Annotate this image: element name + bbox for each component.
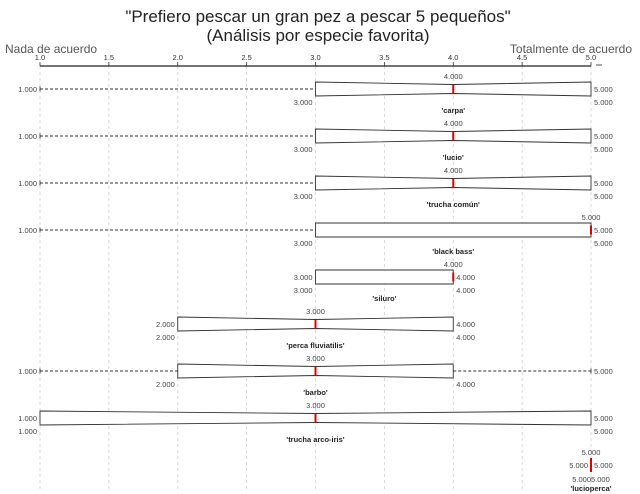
max-label: 4.000 (456, 273, 475, 282)
q3-label: 5.000 (594, 145, 613, 154)
min-label: 3.000 (294, 273, 313, 282)
box-row: 1.000 5.000 3.000 2.000 4.000 'barbo' (18, 354, 613, 397)
median-label: 5.000 (582, 213, 601, 222)
category-label: 'carpa' (441, 106, 465, 115)
axis-left-label: Nada de acuerdo (5, 42, 97, 56)
chart-title: "Prefiero pescar un gran pez a pescar 5 … (125, 7, 510, 26)
x-tick-label: 3.5 (379, 53, 389, 62)
category-label: 'siluro' (372, 294, 396, 303)
box-rows: 1.000 5.000 4.000 3.000 5.000 'carpa' 1.000 5.0… (18, 72, 613, 493)
q1-label: 3.000 (294, 98, 313, 107)
axis-right-label: Totalmente de acuerdo (510, 42, 632, 56)
min-label: 1.000 (18, 132, 37, 141)
box-row: 1.000 5.000 5.000 3.000 5.000 'black bass' (18, 213, 613, 256)
category-label: 'black bass' (432, 247, 474, 256)
q3-label: 5.000 (594, 98, 613, 107)
median-label: 4.000 (444, 260, 463, 269)
q3-label: 5.000 (594, 192, 613, 201)
q1-label: 2.000 (156, 380, 175, 389)
median-label: 3.000 (306, 401, 325, 410)
max-label: 5.000 (594, 414, 613, 423)
box-row: 1.000 5.000 4.000 3.000 5.000 'trucha común' (18, 166, 613, 209)
median-label: 4.000 (444, 166, 463, 175)
box (315, 222, 592, 238)
q3-label: 4.000 (456, 380, 475, 389)
min-label: 1.000 (18, 179, 37, 188)
q1-label: 3.000 (294, 192, 313, 201)
min-label: 1.000 (18, 414, 37, 423)
q1-label: 3.000 (294, 239, 313, 248)
box-row: 2.000 4.000 3.000 2.000 4.000 'perca fluviati… (156, 307, 475, 350)
box-row: 3.000 4.000 4.000 3.000 4.000 'siluro' (294, 260, 475, 303)
x-tick-label: 2.0 (173, 53, 183, 62)
box-row: 5.0005.000 5.0005.0005.000'lucioperca' (569, 448, 613, 493)
x-axis: 1.0 1.5 2.0 2.5 3.0 3.5 4.0 4.5 5.0 (35, 53, 602, 67)
q1-label: 3.000 (294, 145, 313, 154)
x-tick-label: 1.5 (104, 53, 114, 62)
max-label: 5.000 (594, 179, 613, 188)
q1-label: 3.000 (294, 286, 313, 295)
median-label: 4.000 (444, 72, 463, 81)
q3-label: 5.000 (594, 427, 613, 436)
q3-label: 4.000 (456, 333, 475, 342)
q1-label: 5.000 (569, 461, 588, 470)
q1-label: 2.000 (156, 333, 175, 342)
min-label: 2.000 (156, 320, 175, 329)
box (315, 269, 454, 285)
median-label: 3.000 (306, 354, 325, 363)
x-tick-label: 4.0 (448, 53, 458, 62)
max-label: 5.000 (594, 132, 613, 141)
max-label: 5.000 (594, 367, 613, 376)
x-tick-label: 3.0 (310, 53, 320, 62)
max-label: 5.000 (594, 226, 613, 235)
median-label: 3.000 (306, 307, 325, 316)
max-label: 5.000 (594, 85, 613, 94)
box-row: 1.000 5.000 3.000 1.000 5.000 'trucha arco-ir… (18, 401, 613, 444)
category-label: 'perca fluviatilis' (286, 341, 344, 350)
category-label: 'lucioperca' (570, 484, 611, 493)
max-label: 4.000 (456, 320, 475, 329)
min-label: 1.000 (18, 85, 37, 94)
box-row: 1.000 5.000 4.000 3.000 5.000 'lucio' (18, 119, 613, 162)
category-label: 'trucha común' (427, 200, 480, 209)
x-tick-label: 1.0 (35, 53, 45, 62)
min-label: 1.000 (18, 367, 37, 376)
box-row: 1.000 5.000 4.000 3.000 5.000 'carpa' (18, 72, 613, 115)
category-label: 'lucio' (443, 153, 464, 162)
median-label: 5.000 (582, 448, 601, 457)
q3-label: 5.000 (594, 239, 613, 248)
q3-label: 4.000 (456, 286, 475, 295)
q3-label: 5.000 (594, 461, 613, 470)
min-max-label: 5.0005.000 (572, 475, 610, 484)
median-label: 4.000 (444, 119, 463, 128)
category-label: 'trucha arco-iris' (286, 435, 344, 444)
x-tick-label: 5.0 (586, 53, 596, 62)
min-label: 1.000 (18, 226, 37, 235)
q1-label: 1.000 (18, 427, 37, 436)
category-label: 'barbo' (303, 388, 328, 397)
chart-subtitle: (Análisis por especie favorita) (207, 26, 430, 45)
x-tick-label: 2.5 (241, 53, 251, 62)
x-tick-label: 4.5 (517, 53, 527, 62)
